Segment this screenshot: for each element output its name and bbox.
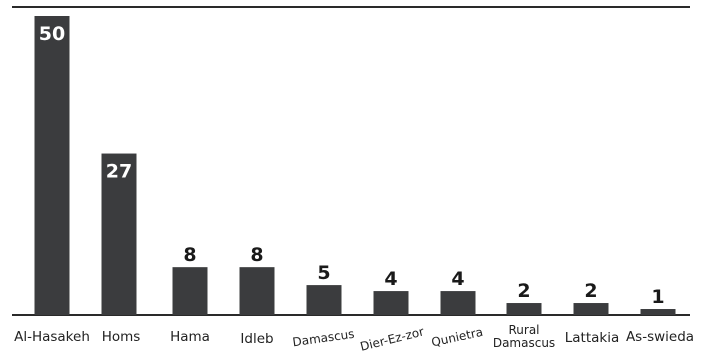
- value-label-9: 1: [651, 286, 664, 308]
- category-label-3: Idleb: [240, 331, 273, 347]
- value-label-0: 50: [39, 23, 65, 45]
- bar-0: [34, 16, 70, 315]
- bar-4: [306, 285, 342, 315]
- bar-6: [440, 291, 476, 315]
- bar-8: [573, 303, 609, 315]
- bar-7: [506, 303, 542, 315]
- value-label-5: 4: [384, 268, 397, 290]
- category-label-5: Dier-Ez-zor: [359, 324, 426, 353]
- category-label-0: Al-Hasakeh: [14, 329, 90, 345]
- value-label-1: 27: [106, 161, 132, 183]
- value-label-7: 2: [517, 280, 530, 302]
- value-labels-group: 50 27 8 8 5 4 4 2 2 1: [39, 23, 665, 308]
- value-label-4: 5: [317, 262, 330, 284]
- category-label-4: Damascus: [292, 327, 356, 350]
- value-label-6: 4: [451, 268, 464, 290]
- bar-1: [101, 153, 137, 315]
- category-label-1: Homs: [102, 329, 141, 345]
- bars-group: [34, 16, 676, 315]
- category-label-8: Lattakia: [565, 330, 620, 346]
- value-label-3: 8: [250, 244, 263, 266]
- category-label-7: Rural Damascus: [493, 323, 555, 350]
- value-label-2: 8: [183, 244, 196, 266]
- category-label-9: As-swieda: [626, 329, 694, 345]
- category-label-2: Hama: [170, 329, 210, 345]
- category-label-6: Qunietra: [430, 325, 484, 350]
- bar-3: [239, 267, 275, 315]
- value-label-8: 2: [584, 280, 597, 302]
- category-labels-group: Al-Hasakeh Homs Hama Idleb Damascus Dier-Ez-z…: [14, 323, 694, 354]
- bar-2: [172, 267, 208, 315]
- bar-5: [373, 291, 409, 315]
- bar-9: [640, 309, 676, 315]
